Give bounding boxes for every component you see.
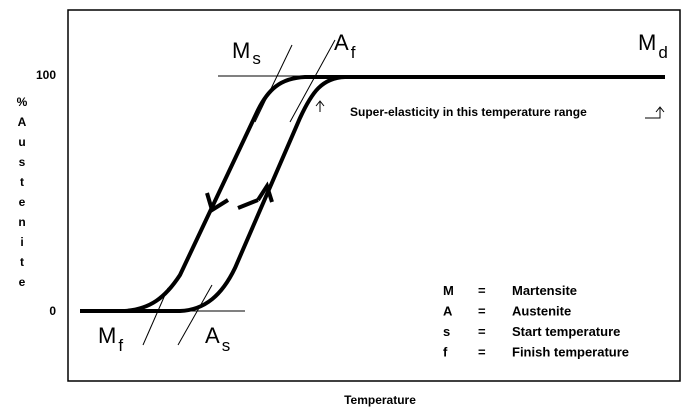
legend-meaning: Finish temperature bbox=[512, 345, 629, 360]
legend-equals: = bbox=[478, 304, 486, 319]
legend-symbol: M bbox=[443, 283, 454, 298]
y-label-letter: i bbox=[20, 235, 23, 249]
y-label-letter: e bbox=[19, 195, 26, 209]
legend-meaning: Martensite bbox=[512, 283, 577, 298]
legend-symbol: s bbox=[443, 324, 450, 339]
hysteresis-curves bbox=[80, 75, 665, 313]
y-label-letter: t bbox=[20, 255, 24, 269]
legend-symbol: f bbox=[443, 345, 448, 360]
y-label-letter: n bbox=[18, 215, 25, 229]
tick-label: 100 bbox=[36, 68, 56, 82]
y-axis-label: %Austenite bbox=[17, 95, 28, 289]
legend-equals: = bbox=[478, 283, 486, 298]
y-label-letter: u bbox=[18, 135, 25, 149]
annotation: Super-elasticity in this temperature ran… bbox=[350, 105, 587, 119]
legend-meaning: Start temperature bbox=[512, 324, 620, 339]
annotation-arrow bbox=[645, 106, 665, 119]
legend-meaning: Austenite bbox=[512, 304, 571, 319]
y-label-letter: % bbox=[17, 95, 28, 109]
annotation-arrow bbox=[315, 100, 325, 112]
y-label-letter: s bbox=[19, 155, 26, 169]
legend-equals: = bbox=[478, 345, 486, 360]
y-label-letter: A bbox=[18, 115, 27, 129]
guide-lines bbox=[80, 39, 665, 346]
x-axis-label: Temperature bbox=[344, 393, 416, 407]
legend-symbol: A bbox=[443, 304, 453, 319]
tick-label: 0 bbox=[49, 304, 56, 318]
y-label-letter: t bbox=[20, 175, 24, 189]
direction-arrows bbox=[205, 181, 274, 214]
legend: M = Martensite A = Austenite s = Start temperatu… bbox=[443, 283, 629, 360]
legend-equals: = bbox=[478, 324, 486, 339]
frame bbox=[67, 9, 681, 382]
y-label-letter: e bbox=[19, 275, 26, 289]
